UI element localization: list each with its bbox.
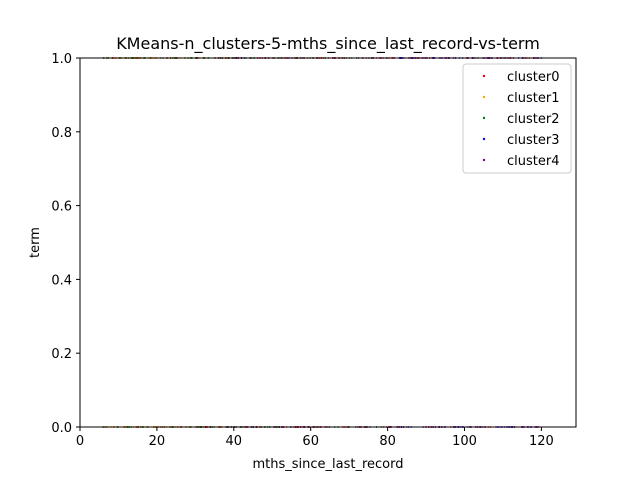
legend-marker-cluster2 [482,116,486,120]
legend-marker-cluster0 [482,74,486,78]
legend-box [462,63,572,174]
y-tick-label: 1.0 [51,52,72,67]
legend-label: cluster0 [507,70,559,85]
x-tick-label: 40 [226,434,243,449]
x-tick-label: 60 [302,434,319,449]
legend-label: cluster4 [507,154,559,169]
legend-marker-cluster3 [482,137,486,141]
plot-frame [79,57,577,428]
legend-marker-cluster4 [482,158,486,162]
x-axis-ticks: 0 20 40 60 80 100 120 [76,427,554,449]
x-tick-label: 80 [379,434,396,449]
x-tick-label: 0 [76,434,84,449]
y-tick-label: 0.6 [51,200,72,215]
y-axis-label: term [28,227,43,258]
x-tick-label: 120 [529,434,554,449]
y-tick-label: 0.2 [51,347,72,362]
x-tick-label: 20 [149,434,166,449]
legend-label: cluster3 [507,133,559,148]
y-axis-ticks: 0.0 0.2 0.4 0.6 0.8 1.0 [51,52,80,436]
legend-label: cluster2 [507,112,559,127]
legend: cluster0 cluster1 cluster2 cluster3 cluster4 [462,63,572,174]
x-tick-label: 100 [452,434,477,449]
y-tick-label: 0.4 [51,273,72,288]
legend-marker-cluster1 [482,95,486,99]
chart-title: KMeans-n_clusters-5-mths_since_last_reco… [116,34,540,54]
x-axis-label: mths_since_last_record [252,457,403,472]
y-tick-label: 0.0 [51,421,72,436]
legend-label: cluster1 [507,91,559,106]
legend-items: cluster0 cluster1 cluster2 cluster3 cluster4 [482,70,559,169]
y-tick-label: 0.8 [51,126,72,141]
